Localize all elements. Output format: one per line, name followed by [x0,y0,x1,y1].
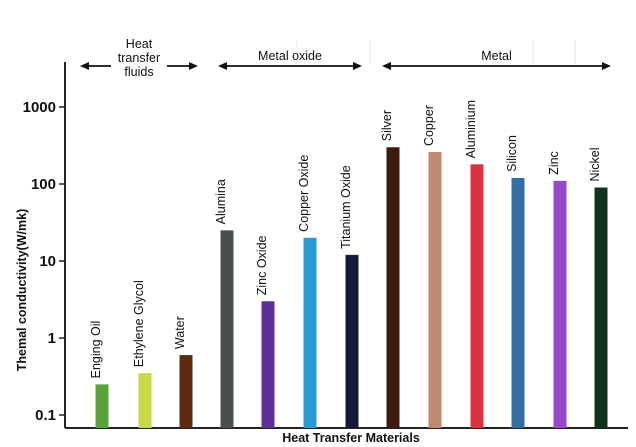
bar-label: Water [173,316,187,349]
bar-label: Silicon [505,135,519,172]
bar [261,301,275,428]
y-tick-label: 100 [31,176,56,193]
arrow-head-right [189,62,198,70]
group-label: Heat [126,37,153,51]
group-label: transfer [118,51,160,65]
y-axis-label: Themal conductivity(W/mk) [15,209,29,372]
chart-bars: Enging Oil Ethylene Glycol Water Alumina Zin… [89,100,608,428]
bar-label: Nickel [588,147,602,181]
bar-label: Zinc [547,151,561,175]
arrow-head-right [602,62,611,70]
bar [386,147,400,428]
chart-decorations [296,40,576,64]
bar [553,180,567,428]
group-label-bg [111,55,167,75]
arrow-head-left [382,62,391,70]
bar [428,152,442,428]
bar-label: Ethylene Glycol [132,280,146,367]
bar-label: Silver [380,110,394,141]
arrow-head-left [80,62,89,70]
y-tick-label: 0.1 [35,407,56,424]
y-tick-label: 1 [48,330,56,347]
bar [95,384,109,428]
bar-label: Zinc Oxide [255,235,269,295]
group-label: Metal [481,49,512,63]
bar [303,237,317,428]
bar [511,177,525,428]
y-tick-label: 10 [39,253,56,270]
bar [345,254,359,428]
bar-label: Copper Oxide [297,155,311,232]
group-label: Metal oxide [258,49,322,63]
bar-label: Titanium Oxide [339,165,353,249]
bar-label: Copper [422,105,436,146]
bar [179,355,193,428]
group-label-bg [469,47,524,64]
chart-axes: 0.1 1 10 100 1000 [23,62,628,429]
bar-label: Enging Oil [89,321,103,379]
bar [470,164,484,428]
arrow-head-left [218,62,227,70]
group-label-bg [241,47,339,64]
x-axis-label: Heat Transfer Materials [282,431,420,445]
bar [138,373,152,428]
bar-label: Alumina [214,179,228,224]
group-label: fluids [124,65,153,79]
bar [220,230,234,428]
bar [594,187,608,428]
arrow-head-right [353,62,362,70]
y-tick-label: 1000 [23,99,56,116]
bar-label: Aluminium [464,100,478,158]
